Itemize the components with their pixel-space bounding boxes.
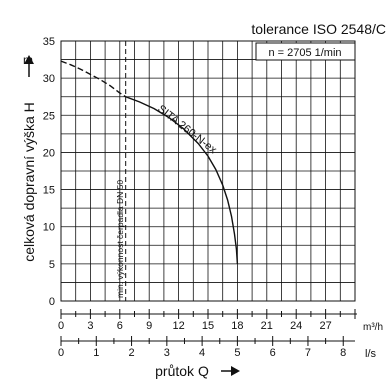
chart-title: tolerance ISO 2548/C bbox=[251, 21, 386, 37]
y-tick-label: 30 bbox=[43, 73, 55, 85]
curves bbox=[60, 41, 239, 301]
curve-label-text: SITA 260-N-ex bbox=[155, 103, 219, 157]
x-axis-label: průtok Q bbox=[155, 363, 209, 379]
y-axis-title: celková dopravní výška H bbox=[21, 55, 37, 262]
x2-tick-label: 8 bbox=[340, 347, 346, 359]
x-axis-title: průtok Q bbox=[155, 363, 240, 379]
x1-tick-label: 6 bbox=[117, 320, 123, 332]
curve-label: SITA 260-N-ex bbox=[155, 103, 219, 157]
x1-tick-label: 15 bbox=[202, 320, 214, 332]
y-tick-label: 15 bbox=[43, 185, 55, 197]
pump-curve-line bbox=[125, 96, 239, 264]
y-tick-label: 10 bbox=[43, 222, 55, 234]
min-flow-label: min. výkonnost čerpadla DN 50 bbox=[115, 180, 125, 298]
x1-tick-label: 0 bbox=[58, 320, 64, 332]
speed-annotation: n = 2705 1/min bbox=[268, 47, 341, 59]
x1-tick-label: 18 bbox=[231, 320, 243, 332]
x1-tick-label: 9 bbox=[146, 320, 152, 332]
x1-tick-label: 12 bbox=[172, 320, 184, 332]
curve-extension-dashed bbox=[60, 60, 127, 98]
x2-tick-label: 3 bbox=[164, 347, 170, 359]
x2-tick-label: 0 bbox=[58, 347, 64, 359]
y-tick-label: 5 bbox=[49, 259, 55, 271]
x1-tick-label: 21 bbox=[261, 320, 273, 332]
y-tick-label: 35 bbox=[43, 36, 55, 48]
x2-tick-label: 5 bbox=[234, 347, 240, 359]
grid bbox=[60, 40, 356, 302]
y-tick-label: 0 bbox=[49, 296, 55, 308]
arrow-up-icon bbox=[24, 55, 34, 77]
x2-unit-label: l/s bbox=[365, 348, 377, 360]
x2-tick-label: 1 bbox=[93, 347, 99, 359]
y-tick-label: 20 bbox=[43, 147, 55, 159]
y-axis-label: celková dopravní výška H bbox=[21, 102, 37, 262]
x1-tick-label: 3 bbox=[87, 320, 93, 332]
speed-box bbox=[255, 42, 356, 61]
x1-tick-label: 27 bbox=[319, 320, 331, 332]
min-flow-text: min. výkonnost čerpadla DN 50 bbox=[115, 180, 125, 298]
x2-tick-label: 4 bbox=[199, 347, 205, 359]
x2-tick-label: 7 bbox=[305, 347, 311, 359]
y-tick-label: 25 bbox=[43, 110, 55, 122]
x2-tick-label: 6 bbox=[270, 347, 276, 359]
arrow-right-icon bbox=[221, 366, 240, 376]
x1-tick-label: 24 bbox=[290, 320, 302, 332]
x2-tick-label: 2 bbox=[128, 347, 134, 359]
x1-unit-label: m³/h bbox=[363, 322, 383, 333]
